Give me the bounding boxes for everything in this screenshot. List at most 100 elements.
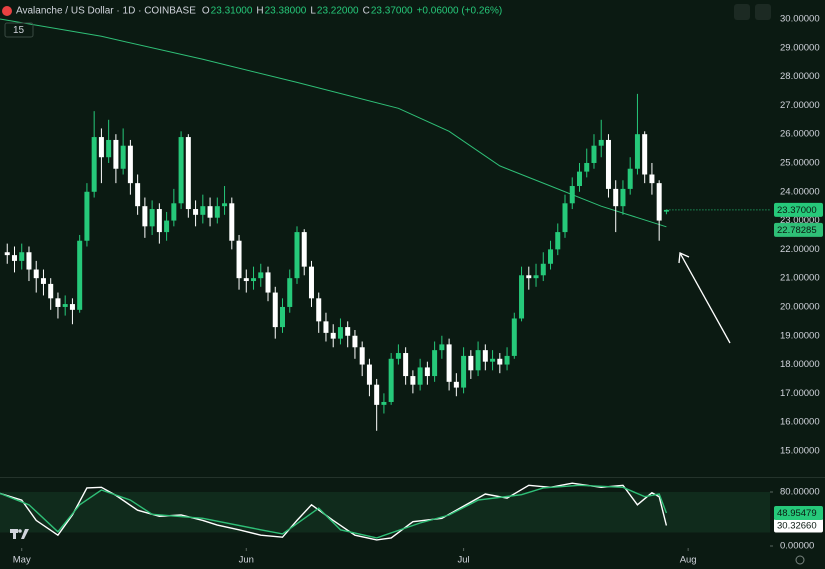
candle-body	[482, 350, 488, 362]
candle-body	[26, 252, 32, 270]
candle-body	[417, 367, 423, 385]
ohlc-key: L	[310, 6, 316, 17]
candle-body	[207, 206, 213, 218]
y-tick-label: 24.00000	[780, 186, 820, 197]
candle-body	[33, 269, 39, 279]
candle-body	[352, 335, 358, 348]
indicator-box[interactable]	[4, 22, 34, 38]
candle-body	[359, 347, 365, 365]
change: +0.06000 (+0.26%)	[417, 6, 503, 17]
candle-body	[526, 275, 532, 279]
reload-button[interactable]	[755, 4, 771, 20]
arrow-annotation	[678, 252, 731, 344]
candle-body	[504, 355, 510, 365]
candle-body	[620, 188, 626, 207]
ma-value-label: 22.78285	[777, 225, 817, 236]
y-tick-label: 80.00000	[780, 487, 820, 498]
candle-body	[193, 209, 199, 215]
y-tick-label: 17.00000	[780, 388, 820, 399]
band	[0, 492, 770, 533]
candle-body	[149, 209, 155, 227]
candle-body	[69, 304, 75, 310]
x-tick-label: May	[13, 555, 31, 566]
candle-body	[424, 367, 430, 377]
candle-body	[40, 278, 46, 284]
candle-body	[120, 145, 126, 169]
candle-body	[374, 384, 380, 405]
y-tick-label: 21.00000	[780, 273, 820, 284]
candle-body	[236, 240, 242, 279]
y-tick-label: 26.00000	[780, 129, 820, 140]
candle-body	[330, 332, 336, 339]
candle-body	[649, 174, 655, 184]
candle-body	[142, 206, 148, 227]
y-tick-label: 23.00000	[780, 215, 820, 226]
ma-value-label-bg	[774, 222, 823, 237]
y-tick-label: 0.00000	[780, 541, 814, 552]
candle-body	[91, 137, 97, 192]
candle-body	[323, 321, 329, 333]
candle-body	[4, 252, 10, 256]
stoch-value-label: 30.32660	[777, 521, 817, 532]
candle-body	[337, 327, 343, 339]
x-tick-label: Jun	[239, 555, 254, 566]
candle-body	[272, 292, 278, 328]
candle-body	[127, 145, 133, 184]
tv-logo	[10, 529, 29, 539]
candle-body	[265, 272, 271, 293]
download-button[interactable]	[734, 4, 750, 20]
candle-body	[562, 203, 568, 233]
candle-body	[171, 203, 177, 221]
candle-body	[48, 283, 54, 299]
settings-button[interactable]	[795, 555, 805, 565]
candle-body	[258, 272, 264, 279]
candle-body	[316, 298, 322, 322]
candle-body	[381, 401, 387, 405]
stoch-value-label: 48.95479	[777, 508, 817, 519]
candle-body	[656, 183, 662, 221]
y-tick-label: 19.00000	[780, 330, 820, 341]
candle-body	[280, 306, 286, 328]
y-tick-label: 16.00000	[780, 417, 820, 428]
candle-body	[135, 183, 141, 207]
candle-body	[113, 139, 119, 169]
candle-body	[294, 232, 300, 279]
candle-body	[439, 344, 445, 351]
candle-body	[156, 209, 162, 233]
candle-body	[511, 318, 517, 356]
candle-body	[627, 168, 633, 189]
candle-body	[519, 275, 525, 319]
indicator-length: 15	[13, 25, 25, 36]
candle-body	[663, 209, 669, 212]
last-price-label-bg	[774, 202, 823, 217]
candle-body	[84, 191, 90, 241]
ohlc-key: O	[202, 6, 210, 17]
candle-body	[98, 137, 104, 158]
ohlc-value: 23.38000	[265, 6, 307, 17]
candle-body	[446, 344, 452, 382]
last-price-label: 23.37000	[777, 205, 817, 216]
stoch-line	[0, 484, 668, 539]
candle-body	[229, 203, 235, 241]
candle-body	[569, 186, 575, 204]
candle-body	[366, 364, 372, 385]
candle-body	[468, 355, 474, 371]
candle-body	[605, 139, 611, 189]
candle-body	[576, 171, 582, 187]
candle-body	[490, 358, 496, 362]
y-tick-label: 20.00000	[780, 301, 820, 312]
candle-body	[287, 278, 293, 307]
candle-body	[200, 206, 206, 215]
candle-body	[19, 252, 25, 261]
candle-body	[55, 298, 61, 307]
candle-body	[642, 134, 648, 175]
y-tick-label: 30.00000	[780, 14, 820, 25]
candle-body	[345, 327, 351, 336]
candle-body	[62, 304, 68, 307]
candle-body	[185, 137, 191, 210]
candle-body	[308, 266, 314, 299]
candle-body	[395, 353, 401, 359]
